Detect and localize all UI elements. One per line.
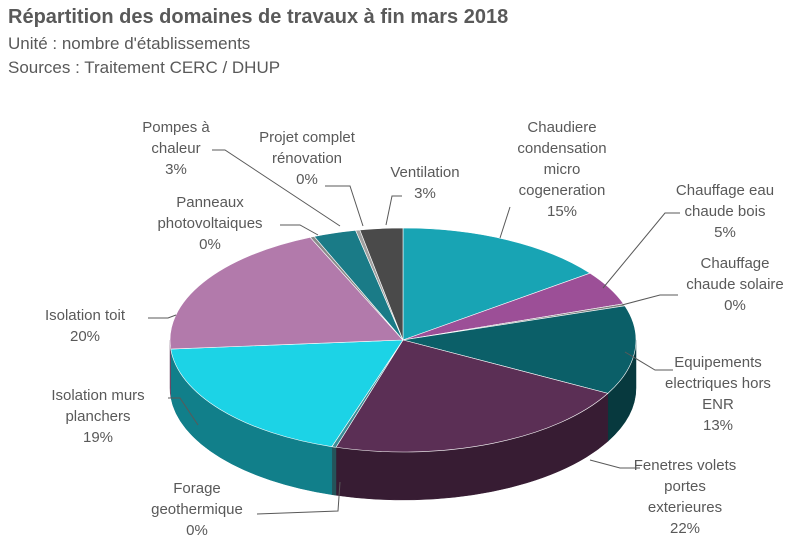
chart-title: Répartition des domaines de travaux à fi… — [8, 6, 509, 28]
value-label: 0% — [296, 171, 318, 188]
data-label: Equipements electriques hors ENR 13% — [661, 352, 776, 436]
leader-line — [168, 397, 199, 426]
data-label: Isolation toit 20% — [30, 305, 140, 347]
value-label: 22% — [669, 520, 701, 537]
tops — [169, 227, 637, 453]
leader-line — [325, 185, 364, 227]
data-label: Fenetres volets portes exterieures 22% — [630, 455, 740, 539]
data-label: Chauffage chaude solaire 0% — [680, 253, 790, 316]
slice — [402, 305, 637, 394]
slice — [359, 227, 404, 341]
value-label: 0% — [186, 522, 208, 539]
category-label: Chaudiere condensation micro cogeneratio… — [517, 119, 607, 199]
category-label: Chauffage chaude solaire — [686, 255, 784, 293]
value-label: 0% — [724, 297, 746, 314]
category-label: Equipements electriques hors ENR — [665, 354, 771, 413]
category-label: Ventilation — [390, 164, 460, 181]
value-label: 5% — [714, 224, 736, 241]
value-label: 3% — [165, 161, 187, 178]
data-label: Panneaux photovoltaiques 0% — [150, 192, 270, 255]
category-label: Isolation murs planchers — [51, 387, 145, 425]
leader-line — [280, 224, 319, 236]
slice — [402, 227, 591, 341]
value-label: 15% — [546, 203, 578, 220]
category-label: Panneaux photovoltaiques — [157, 194, 263, 232]
leader-line — [385, 195, 402, 226]
slice — [170, 339, 404, 447]
data-label: Chauffage eau chaude bois 5% — [665, 180, 785, 243]
category-label: Pompes à chaleur — [142, 119, 210, 157]
value-label: 3% — [414, 185, 436, 202]
leader-line — [624, 351, 673, 371]
value-label: 19% — [82, 429, 114, 446]
value-label: 13% — [702, 417, 734, 434]
slice-side — [331, 446, 337, 496]
data-label: Isolation murs planchers 19% — [38, 385, 158, 448]
sides — [169, 339, 637, 501]
data-label: Forage geothermique 0% — [147, 478, 247, 540]
category-label: Isolation toit — [44, 307, 126, 324]
leader-line — [499, 206, 511, 239]
leader-line — [256, 481, 341, 515]
category-label: Forage geothermique — [151, 480, 243, 518]
category-label: Projet complet rénovation — [259, 129, 355, 167]
chart-subtitle: Unité : nombre d'établissements — [8, 34, 251, 53]
slice — [335, 339, 609, 453]
leader-line — [212, 149, 341, 227]
data-label: Chaudiere condensation micro cogeneratio… — [512, 117, 612, 222]
leader-line — [621, 294, 678, 306]
leader-line — [589, 459, 640, 469]
data-label: Projet complet rénovation 0% — [242, 127, 372, 190]
data-label: Ventilation 3% — [375, 162, 475, 204]
value-label: 20% — [69, 328, 101, 345]
category-label: Fenetres volets portes exterieures — [633, 457, 737, 516]
leader-line — [148, 314, 177, 319]
data-label: Pompes à chaleur 3% — [141, 117, 211, 180]
slice — [169, 236, 404, 350]
leader-line — [602, 212, 680, 289]
value-label: 0% — [199, 236, 221, 253]
category-label: Chauffage eau chaude bois — [675, 182, 775, 220]
chart-source: Sources : Traitement CERC / DHUP — [8, 58, 281, 77]
